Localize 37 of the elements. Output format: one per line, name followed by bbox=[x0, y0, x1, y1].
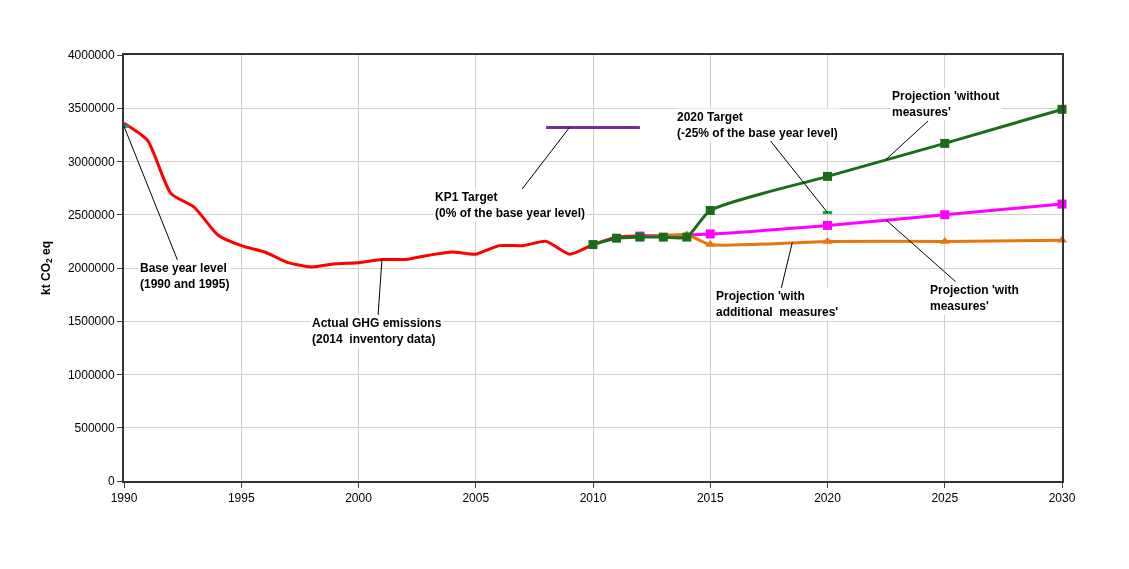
point bbox=[939, 236, 950, 244]
annotation: Base year level (1990 and 1995) bbox=[140, 261, 230, 291]
point bbox=[588, 240, 598, 250]
x-tick-label: 2020 bbox=[814, 491, 842, 506]
annotation: KP1 Target (0% of the base year level) bbox=[435, 190, 586, 220]
annotation: Projection 'with measures' bbox=[930, 283, 1019, 313]
point bbox=[940, 210, 950, 220]
y-tick-label: 500000 bbox=[74, 420, 115, 435]
x-tick-label: 2030 bbox=[1048, 491, 1076, 506]
x-tick-label: 1990 bbox=[110, 491, 138, 506]
point bbox=[658, 232, 668, 242]
point bbox=[611, 233, 621, 243]
y-tick-label: 0 bbox=[107, 474, 115, 489]
x-tick-label: 2000 bbox=[345, 491, 373, 506]
point bbox=[940, 138, 950, 148]
y-tick-label: 1500000 bbox=[67, 314, 115, 329]
y-tick-label: 3000000 bbox=[67, 154, 115, 169]
point bbox=[823, 220, 832, 230]
point bbox=[705, 205, 715, 215]
y-tick-label: 1000000 bbox=[67, 367, 115, 382]
x-tick-label: 2005 bbox=[462, 491, 490, 506]
annotation: Actual GHG emissions (2014 inventory data) bbox=[312, 316, 442, 346]
annotation: 2020 Target (-25% of the base year level) bbox=[677, 110, 838, 140]
point bbox=[823, 171, 832, 181]
y-tick-label: 2000000 bbox=[67, 261, 115, 276]
point bbox=[682, 232, 692, 242]
annotation: Projection 'without measures' bbox=[892, 89, 1000, 119]
y-tick-label: 2500000 bbox=[67, 207, 115, 222]
y-tick-label: 4000000 bbox=[67, 48, 115, 63]
point bbox=[705, 229, 715, 239]
annotation: Projection 'with additional measures' bbox=[716, 289, 839, 319]
point bbox=[822, 236, 833, 244]
x-tick-label: 2025 bbox=[931, 491, 959, 506]
y-tick-label: 3500000 bbox=[67, 101, 115, 116]
x-tick-label: 2010 bbox=[579, 491, 607, 506]
x-tick-label: 1995 bbox=[227, 491, 255, 506]
x-tick-label: 2015 bbox=[696, 491, 724, 506]
